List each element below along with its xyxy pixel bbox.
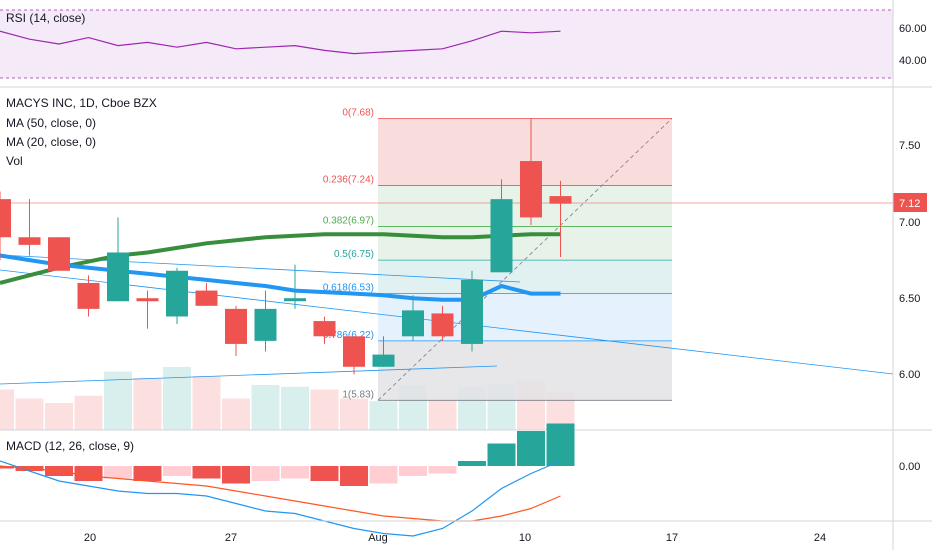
rsi-band: [0, 10, 893, 78]
volume-bar: [0, 389, 14, 430]
symbol-title: MACYS INC, 1D, Cboe BZX: [6, 96, 157, 110]
volume-bar: [369, 401, 398, 430]
volume-bar: [428, 400, 457, 430]
candles: [0, 118, 572, 375]
macd-histogram-bar: [192, 466, 221, 479]
fibonacci-retracement[interactable]: 0(7.68) 0.236(7.24) 0.382(6.97) 0.5(6.75) 0.…: [323, 107, 673, 401]
candle-body: [225, 308, 247, 344]
macd-histogram-bar: [546, 423, 575, 466]
legend-ma20: MA (20, close, 0): [6, 135, 96, 149]
rsi-pane: RSI (14, close) 60.00 40.00: [0, 9, 927, 79]
fib-zone: [378, 226, 672, 261]
macd-histogram-bar: [104, 466, 132, 479]
fib-trend-line: [377, 118, 673, 401]
rsi-line: [0, 30, 561, 55]
macd-histogram-bar: [487, 443, 516, 466]
macd-histogram-bar: [251, 466, 280, 481]
macd-histogram-bar: [369, 466, 398, 484]
time-label-aug: Aug: [368, 532, 388, 544]
macd-histogram-bar: [163, 466, 191, 476]
macd-pane: MACD (12, 26, close, 9) 0.00: [0, 423, 920, 537]
volume-bar: [192, 376, 221, 430]
macd-histogram-bar: [74, 466, 103, 481]
macd-histogram-bar: [133, 466, 162, 481]
fib-zone: [378, 293, 672, 341]
fib-level-label: 0.382(6.97): [323, 216, 374, 227]
candle-body: [549, 196, 572, 204]
candle-body: [77, 282, 100, 309]
time-label-10: 10: [519, 532, 531, 544]
candle-body: [313, 321, 336, 337]
macd-tick-0: 0.00: [899, 461, 920, 473]
macd-histogram-bar: [340, 466, 368, 486]
macd-histogram-bar: [458, 461, 486, 466]
ma50-line: [0, 232, 561, 285]
volume-bar: [310, 389, 339, 430]
fib-zone: [378, 340, 672, 401]
candle-body: [195, 290, 218, 306]
candle-body: [431, 313, 454, 337]
candle-body: [107, 252, 129, 302]
trend-line-1[interactable]: [0, 254, 521, 283]
last-price-badge: [893, 193, 927, 212]
time-label-27: 27: [225, 532, 237, 544]
macd-histogram-bar: [399, 466, 427, 476]
rsi-tick-60: 60.00: [899, 23, 927, 35]
time-axis[interactable]: 20 27 Aug 10 17 24: [84, 532, 826, 544]
volume-bar: [251, 385, 280, 430]
rsi-title: RSI (14, close): [6, 11, 85, 25]
candle-body: [402, 310, 424, 337]
candle-body: [461, 279, 483, 344]
candle-body: [0, 199, 11, 238]
price-tick-650: 6.50: [899, 293, 920, 305]
time-label-24: 24: [814, 532, 826, 544]
candle-body: [136, 298, 159, 302]
volume-bar: [15, 398, 44, 430]
volume-bar: [163, 367, 191, 430]
trend-line-3[interactable]: [0, 365, 498, 385]
macd-histogram-bar: [281, 466, 309, 479]
fib-level-label: 0.618(6.53): [323, 283, 374, 294]
candle-body: [284, 298, 306, 302]
price-tick-600: 6.00: [899, 369, 920, 381]
price-pane: 0(7.68) 0.236(7.24) 0.382(6.97) 0.5(6.75) 0.…: [0, 96, 927, 430]
candle-body: [490, 199, 513, 273]
fib-level-label: 0(7.68): [342, 107, 374, 118]
macd-histogram-bar: [517, 431, 545, 466]
candle-body: [254, 308, 277, 341]
legend-ma50: MA (50, close, 0): [6, 116, 96, 130]
macd-histogram-bar: [222, 466, 250, 484]
candle-body: [166, 270, 188, 317]
legend-vol: Vol: [6, 154, 23, 168]
fib-level-label: 1(5.83): [342, 389, 374, 400]
candle-body: [520, 161, 542, 218]
volume-bar: [340, 398, 368, 430]
time-label-17: 17: [666, 532, 678, 544]
candle-body: [372, 354, 395, 367]
price-tick-750: 7.50: [899, 140, 920, 152]
rsi-tick-40: 40.00: [899, 55, 927, 67]
macd-histogram-bar: [428, 466, 457, 474]
fib-level-label: 0.236(7.24): [323, 174, 374, 185]
fib-level-label: 0.786(6.22): [323, 330, 374, 341]
candle-body: [343, 336, 365, 367]
volume-bar: [104, 371, 132, 430]
candle-body: [48, 237, 70, 271]
macd-histogram-bar: [0, 466, 14, 469]
macd-line: [0, 460, 561, 537]
volume-bar: [45, 403, 73, 430]
macd-title: MACD (12, 26, close, 9): [6, 439, 134, 453]
macd-histogram: [0, 423, 575, 486]
time-label-20: 20: [84, 532, 96, 544]
volume-bar: [281, 386, 309, 430]
volume-bar: [74, 395, 103, 430]
candle-body: [18, 237, 41, 245]
macd-histogram-bar: [310, 466, 339, 481]
last-price-label: 7.12: [899, 198, 920, 210]
price-tick-700: 7.00: [899, 217, 920, 229]
volume-bar: [222, 398, 250, 430]
volume-bar: [133, 377, 162, 430]
fib-level-label: 0.5(6.75): [334, 249, 374, 260]
